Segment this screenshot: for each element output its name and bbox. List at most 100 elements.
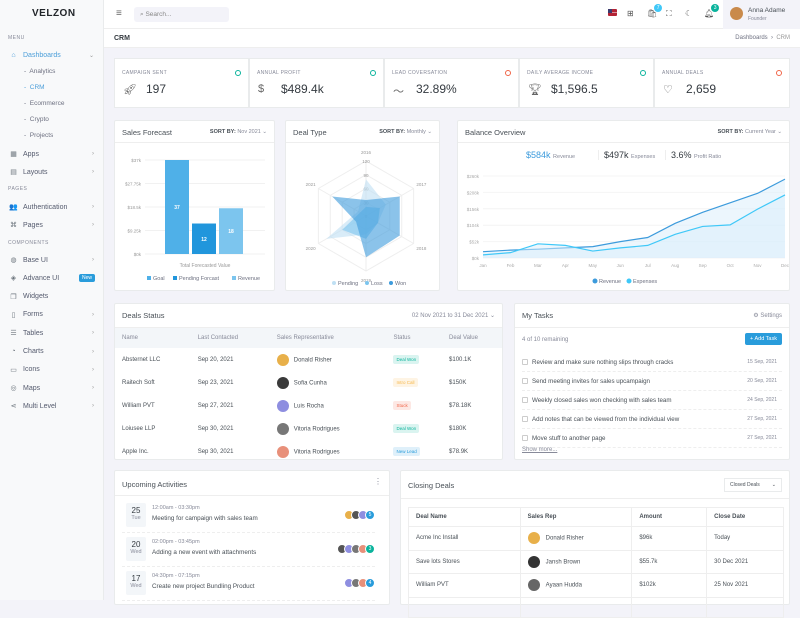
rocket-icon: 🚀︎ (123, 84, 137, 96)
task-text: Move stuff to another page (532, 434, 606, 442)
summary-label: Expenses (631, 154, 656, 160)
task-item: Weekly closed sales won checking with sa… (522, 391, 782, 410)
add-task-button[interactable]: + Add Task (745, 333, 782, 345)
sidebar-item-charts[interactable]: ◔ Charts › (0, 345, 104, 359)
task-checkbox[interactable] (522, 416, 528, 422)
logo[interactable]: VELZON (32, 8, 76, 19)
bell-icon[interactable]: 🔔︎ 3 (704, 4, 720, 18)
card-title: Deals Status (122, 311, 165, 320)
breadcrumb-dashboards[interactable]: Dashboards (735, 35, 768, 41)
components-title: COMPONENTS (8, 240, 49, 246)
sidebar-item-layouts[interactable]: ▤ Layouts › (0, 165, 104, 179)
date-range-dropdown[interactable]: 02 Nov 2021 to 31 Dec 2021 ⌄ (411, 313, 495, 319)
search-input[interactable]: ⌕ Search... (134, 7, 229, 22)
settings-link[interactable]: ⚙ Settings (753, 312, 782, 319)
bar-revenue (219, 208, 243, 254)
activity-title: Meeting for campaign with sales team (152, 515, 258, 522)
sidebar-item-apps[interactable]: ▦ Apps › (0, 147, 104, 161)
table-row[interactable]: Acme Inc Install Donald Risher $96k Today (408, 526, 784, 551)
sidebar-subitem-crm[interactable]: ‐ CRM (24, 84, 45, 91)
sort-dropdown[interactable]: SORT BY: Nov 2021 ⌄ (209, 129, 267, 135)
table-row[interactable]: William PVT Sep 27, 2021 Luis Rocha Stuck $7… (115, 394, 502, 417)
table-row[interactable]: Absternet LLC Sep 20, 2021 Donald Risher De… (115, 348, 502, 371)
sidebar-item-pages[interactable]: ⌘ Pages › (0, 218, 104, 232)
more-members-badge[interactable]: 5 (365, 510, 375, 520)
layout-icon: ▤ (10, 169, 17, 176)
sidebar-item-multi-level[interactable]: ⋖ Multi Level › (0, 399, 104, 413)
fullscreen-icon[interactable]: ⛶ (666, 9, 672, 18)
category-label: 2016 (361, 150, 372, 155)
more-members-badge[interactable]: 3 (365, 544, 375, 554)
more-options-icon[interactable]: ⋮ (374, 477, 382, 486)
chevron-right-icon: › (92, 403, 94, 410)
sort-dropdown[interactable]: SORT BY: Monthly ⌄ (379, 129, 432, 135)
summary-value: $497k (604, 150, 629, 160)
table-row[interactable]: Apple Inc. Sep 30, 2021 Vitoria Rodrigues N… (115, 441, 502, 464)
sort-label: SORT BY: (379, 129, 406, 135)
sidebar-item-widgets[interactable]: ❐ Widgets (0, 290, 104, 304)
chevron-right-icon: › (92, 348, 94, 355)
avatar (276, 399, 289, 412)
sidebar-item-icons[interactable]: ▭ Icons › (0, 363, 104, 377)
activity-item[interactable]: 20 Wed 02:00pm - 03:45pm Adding a new event… (122, 534, 375, 567)
sidebar-subitem-crypto[interactable]: ‐ Crypto (24, 116, 49, 123)
column-header: Close Date (706, 507, 784, 527)
sidebar-item-forms[interactable]: ▯ Forms › (0, 308, 104, 322)
us-flag-icon[interactable] (608, 9, 617, 16)
sidebar-item-maps[interactable]: ◎ Maps › (0, 381, 104, 395)
task-checkbox[interactable] (522, 378, 528, 384)
pulse-icon: 〜 (393, 86, 404, 98)
column-header: Last Contacted (197, 335, 239, 341)
dark-mode-icon[interactable]: ☾ (685, 9, 693, 18)
sidebar-item-authentication[interactable]: 👥 Authentication › (0, 200, 104, 214)
deal-name: William PVT (408, 573, 521, 598)
sidebar-item-base-ui[interactable]: ◍ Base UI › (0, 253, 104, 267)
sidebar-item-tables[interactable]: ☰ Tables › (0, 326, 104, 340)
bar-data-label: 12 (201, 237, 207, 243)
trend-up-icon (370, 70, 376, 76)
x-tick-label: Apr (562, 263, 570, 268)
summary-label: Revenue (553, 154, 576, 160)
legend-marker (232, 276, 236, 280)
chevron-down-icon: ⌄ (88, 52, 94, 59)
cart-icon[interactable]: 🛍 7 (647, 4, 663, 18)
settings-label: Settings (760, 313, 782, 319)
sales-rep: Jansh Brown (545, 559, 581, 566)
sidebar-subitem-analytics[interactable]: ‐ Analytics (24, 68, 56, 75)
apps-grid-icon[interactable]: ⊞ (627, 9, 634, 18)
table-row[interactable]: Save lots Stores Jansh Brown $55.7k 30 Dec … (408, 549, 784, 574)
table-row[interactable]: Raitech Soft Sep 23, 2021 Sofia Cunha Intro… (115, 371, 502, 394)
user-menu[interactable]: Anna Adame Founder (723, 0, 800, 29)
activity-time: 12:00am - 03:30pm (152, 505, 200, 511)
task-checkbox[interactable] (522, 359, 528, 365)
table-row[interactable]: Loiusee LLP Sep 30, 2021 Vitoria Rodrigues… (115, 418, 502, 441)
sidebar-item-label: Tables (23, 329, 44, 337)
chevron-right-icon: › (92, 222, 94, 228)
sidebar-subitem-ecommerce[interactable]: ‐ Ecommerce (24, 100, 65, 107)
card-header: Deals Status 02 Nov 2021 to 31 Dec 2021 … (115, 304, 502, 328)
sidebar-item-dashboards[interactable]: ⌂ Dashboards ⌄ (0, 48, 104, 62)
legend-label: Expenses (633, 279, 657, 285)
sort-dropdown[interactable]: SORT BY: Current Year ⌄ (717, 129, 782, 135)
closing-deals-select[interactable]: Closed Deals ⌄ (724, 478, 782, 492)
activity-item[interactable]: 17 Wed 04:30pm - 07:15pm Create new project… (122, 568, 375, 601)
table-row[interactable]: William PVT Ayaan Hudda $102k 25 Nov 2021 (408, 573, 784, 598)
card-title: Deal Type (293, 128, 327, 137)
hamburger-icon[interactable]: ≡ (116, 8, 122, 19)
amount: $96k (631, 526, 708, 551)
my-tasks-card: My Tasks ⚙ Settings 4 of 10 remaining + … (514, 303, 790, 460)
pages-title: PAGES (8, 186, 28, 192)
sidebar-subitem-projects[interactable]: ‐ Projects (24, 132, 54, 139)
date-range: 02 Nov 2021 to 31 Dec 2021 (411, 313, 489, 319)
summary-value: 3.6% (671, 150, 692, 160)
sidebar-item-advance-ui[interactable]: ◈ Advance UI New (0, 271, 104, 285)
show-more-link[interactable]: Show more... (522, 447, 558, 453)
legend-label: Pending (338, 281, 358, 287)
summary-value: $584k (526, 150, 551, 160)
chevron-right-icon: › (92, 151, 94, 157)
task-checkbox[interactable] (522, 397, 528, 403)
activity-item[interactable]: 25 Tue 12:00am - 03:30pm Meeting for campai… (122, 500, 375, 533)
task-checkbox[interactable] (522, 435, 528, 441)
more-members-badge[interactable]: 4 (365, 578, 375, 588)
user-name: Anna Adame (748, 7, 786, 14)
